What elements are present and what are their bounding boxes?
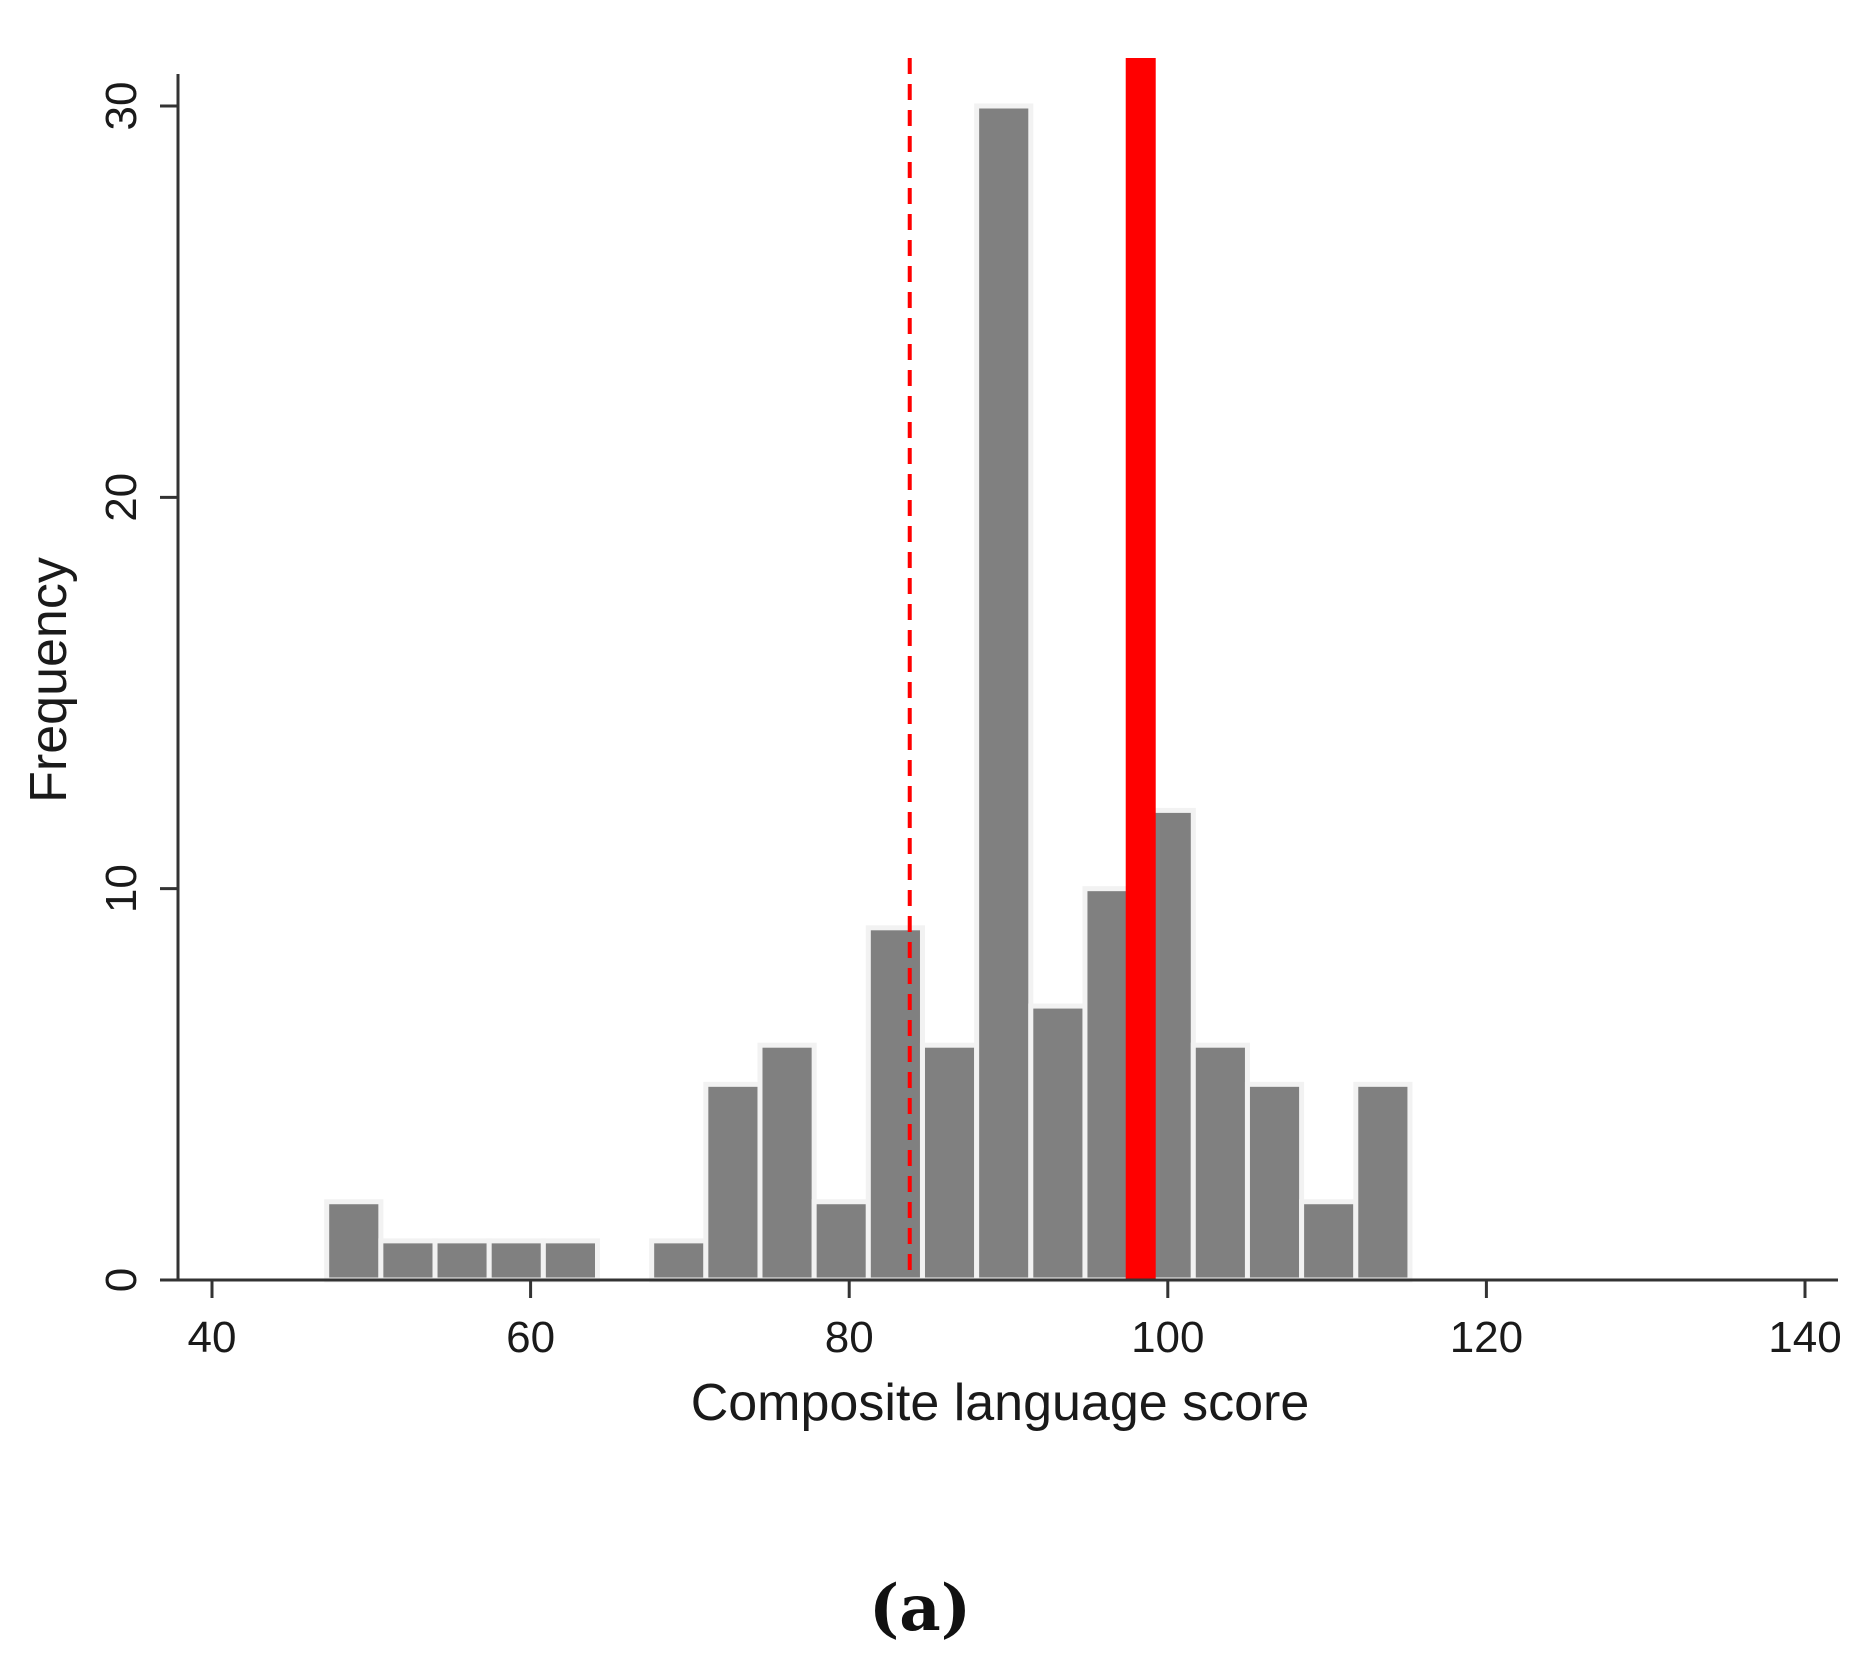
x-tick-label: 120	[1450, 1313, 1523, 1362]
histogram-bar	[540, 1238, 601, 1283]
x-tick-label: 60	[506, 1313, 555, 1362]
y-tick-label: 30	[97, 82, 146, 131]
y-axis-label: Frequency	[20, 557, 78, 803]
x-tick-label: 100	[1131, 1313, 1204, 1362]
y-axis-ticks: 0 10 20 30	[97, 82, 178, 1292]
histogram-bar	[703, 1081, 763, 1283]
panel-label: (a)	[869, 1571, 971, 1646]
axes	[176, 74, 1838, 1282]
x-tick-label: 140	[1768, 1313, 1841, 1362]
histogram-bar	[1299, 1199, 1359, 1283]
y-tick-label: 10	[97, 864, 146, 913]
x-tick-label: 40	[188, 1313, 237, 1362]
x-axis-label: Composite language score	[691, 1374, 1310, 1432]
histogram-bar	[1353, 1081, 1413, 1283]
histogram-bar	[1244, 1081, 1305, 1283]
histogram-bar	[974, 103, 1034, 1283]
x-tick-label: 80	[825, 1313, 874, 1362]
histogram-bar	[919, 1042, 980, 1283]
histogram-bar	[324, 1199, 384, 1283]
histogram-bar	[811, 1199, 871, 1283]
histogram-bar	[649, 1238, 709, 1283]
histogram-bar	[432, 1238, 492, 1283]
histogram-bar	[1190, 1042, 1250, 1283]
y-tick-label: 20	[97, 473, 146, 522]
histogram-bar	[865, 925, 925, 1283]
y-tick-label: 0	[97, 1268, 146, 1292]
histogram-bar	[486, 1238, 546, 1283]
histogram-bar	[757, 1042, 817, 1283]
histogram-bar	[378, 1238, 438, 1283]
reference-lines	[907, 58, 1156, 1280]
histogram-bars	[324, 103, 1413, 1283]
x-axis-ticks: 40 60 80 100 120 140	[188, 1280, 1842, 1362]
histogram-bar	[1028, 1003, 1088, 1283]
